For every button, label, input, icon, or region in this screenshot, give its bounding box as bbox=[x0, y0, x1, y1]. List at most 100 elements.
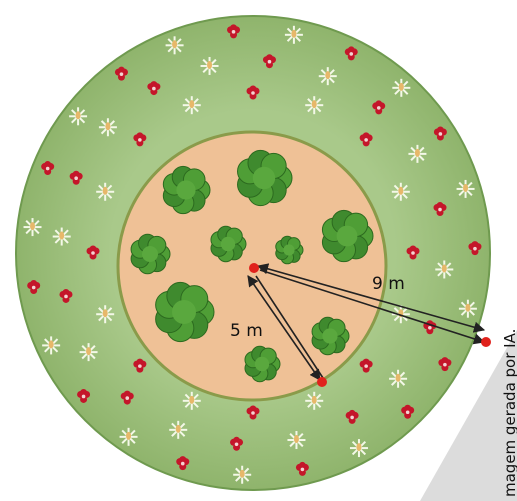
lily bbox=[392, 78, 411, 97]
petal bbox=[150, 88, 158, 96]
bud bbox=[75, 111, 81, 120]
petal-center bbox=[180, 461, 185, 466]
petal-center bbox=[234, 442, 239, 447]
flower bbox=[246, 85, 260, 100]
lily bbox=[23, 218, 42, 237]
bud bbox=[189, 395, 195, 404]
lily bbox=[119, 427, 138, 446]
petal bbox=[80, 395, 88, 403]
flower bbox=[133, 132, 147, 147]
lily bbox=[165, 36, 184, 55]
petal bbox=[249, 92, 257, 100]
bud bbox=[102, 309, 108, 318]
petal bbox=[409, 245, 417, 253]
petal bbox=[179, 463, 187, 471]
inner-point bbox=[317, 377, 327, 387]
bud bbox=[414, 148, 420, 157]
petal-center bbox=[443, 362, 447, 367]
petal bbox=[362, 139, 370, 147]
petal-center bbox=[405, 410, 410, 415]
petal-center bbox=[350, 415, 354, 420]
foliage-center bbox=[283, 244, 295, 256]
bud bbox=[291, 29, 297, 38]
bud bbox=[398, 82, 404, 91]
petal bbox=[298, 461, 306, 469]
lily bbox=[435, 260, 454, 279]
bud bbox=[172, 40, 178, 49]
foliage-center bbox=[142, 246, 158, 262]
petal bbox=[375, 100, 383, 108]
lily bbox=[389, 369, 408, 388]
petal bbox=[233, 443, 241, 451]
petal bbox=[436, 209, 444, 217]
foliage-center bbox=[254, 356, 270, 372]
petal bbox=[117, 73, 125, 81]
petal bbox=[298, 468, 306, 476]
flower bbox=[345, 409, 359, 424]
bud bbox=[325, 71, 331, 80]
bud bbox=[126, 431, 132, 440]
petal bbox=[62, 288, 70, 296]
petal-center bbox=[31, 285, 36, 290]
petal-center bbox=[231, 30, 236, 34]
flower bbox=[246, 405, 260, 420]
flower bbox=[176, 456, 190, 471]
petal bbox=[179, 456, 187, 464]
lily bbox=[408, 144, 427, 163]
lily bbox=[182, 391, 201, 410]
flower bbox=[86, 245, 100, 260]
petal bbox=[233, 436, 241, 444]
petal-center bbox=[473, 246, 477, 251]
flower bbox=[27, 280, 41, 295]
lily bbox=[287, 431, 306, 450]
bud bbox=[463, 183, 469, 192]
bud bbox=[207, 60, 213, 69]
petal bbox=[62, 295, 70, 303]
petal-center bbox=[251, 91, 255, 95]
bud bbox=[311, 100, 317, 109]
flower bbox=[433, 202, 447, 217]
petal-center bbox=[438, 132, 443, 136]
lily bbox=[305, 96, 324, 115]
petal bbox=[80, 388, 88, 396]
bud bbox=[86, 347, 92, 356]
arrow-5m-a bbox=[247, 275, 321, 381]
petal bbox=[117, 66, 125, 74]
flower bbox=[227, 24, 241, 39]
petal bbox=[89, 252, 97, 260]
inner-radius-label: 5 m bbox=[230, 321, 263, 341]
lily bbox=[52, 227, 71, 246]
flower bbox=[295, 461, 309, 476]
petal-center bbox=[91, 251, 95, 255]
flower bbox=[133, 358, 147, 373]
center-point bbox=[249, 263, 259, 273]
petal bbox=[136, 139, 144, 147]
bud bbox=[293, 435, 299, 444]
petal bbox=[230, 31, 238, 39]
petal bbox=[471, 248, 479, 256]
petal bbox=[436, 133, 444, 141]
petal bbox=[348, 416, 356, 424]
arrow-5m-b bbox=[255, 275, 324, 379]
foliage-center bbox=[172, 300, 196, 324]
bud bbox=[311, 395, 317, 404]
foliage-center bbox=[176, 180, 196, 200]
petal-center bbox=[267, 59, 272, 64]
petal bbox=[347, 46, 355, 54]
petal-center bbox=[138, 364, 142, 368]
tree bbox=[321, 209, 374, 263]
petal-center bbox=[364, 138, 368, 142]
petal bbox=[436, 126, 444, 134]
outer-radius-label: 9 m bbox=[372, 274, 405, 294]
petal bbox=[436, 202, 444, 210]
petal-center bbox=[81, 394, 86, 399]
tree bbox=[130, 233, 171, 275]
petal bbox=[471, 241, 479, 249]
flower bbox=[114, 66, 128, 81]
bud bbox=[398, 186, 404, 195]
petal-center bbox=[119, 72, 124, 76]
petal bbox=[362, 132, 370, 140]
flower bbox=[401, 404, 415, 419]
bud bbox=[465, 303, 471, 312]
lily bbox=[305, 391, 324, 410]
